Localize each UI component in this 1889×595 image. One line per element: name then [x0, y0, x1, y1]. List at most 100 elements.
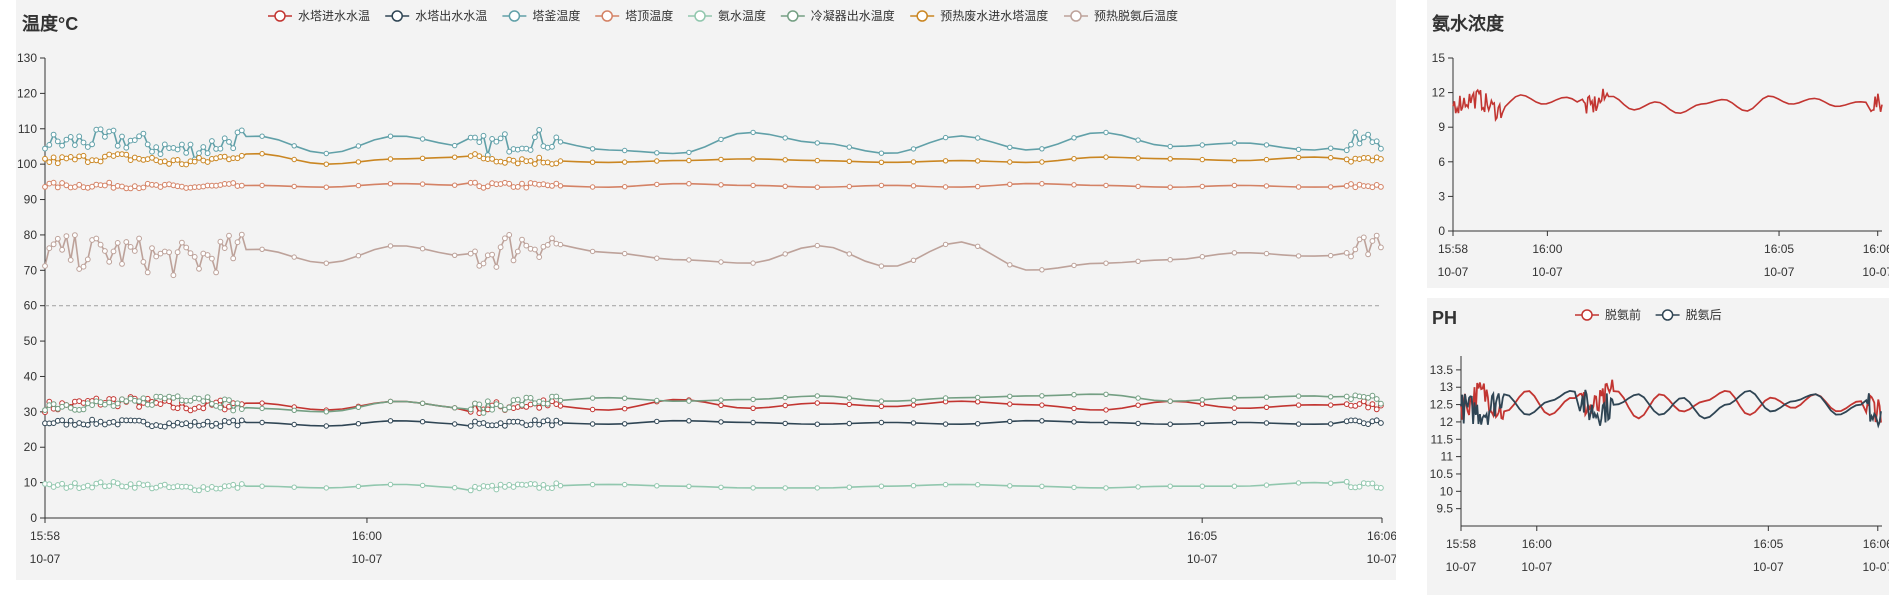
temp-data-point [557, 403, 564, 409]
temp-data-point [291, 407, 297, 413]
nh3-x-tick-label: 16:00 [1532, 242, 1562, 256]
temp-series-line [44, 152, 1382, 166]
temp-data-point [119, 133, 125, 140]
nh3-series-line [1452, 88, 1883, 123]
temp-data-point [166, 161, 173, 167]
temp-legend-label: 氨水温度 [718, 8, 766, 23]
temp-data-point [553, 480, 560, 487]
temp-data-point [510, 257, 517, 264]
temp-data-point [291, 484, 297, 490]
temp-data-point [323, 409, 329, 415]
temp-data-point [93, 235, 100, 242]
temp-data-point [1328, 252, 1334, 259]
temp-data-point [355, 159, 362, 165]
temp-data-point [209, 255, 215, 262]
temp-x-tick-date: 10-07 [352, 552, 383, 566]
temp-data-point [1295, 393, 1302, 399]
temp-data-point [191, 254, 198, 260]
temp-data-point [72, 142, 78, 149]
temp-data-point [589, 184, 596, 190]
temp-data-point [72, 232, 78, 239]
temp-data-point [259, 182, 265, 189]
temp-data-point [536, 404, 543, 411]
temp-data-point [1039, 159, 1045, 165]
temp-data-point [484, 183, 491, 190]
temp-data-point [1295, 480, 1302, 486]
temp-data-point [622, 406, 628, 412]
temp-data-point [1356, 401, 1363, 407]
temp-data-point [782, 394, 788, 401]
temp-data-point [484, 398, 491, 405]
temp-data-point [476, 401, 483, 408]
temp-data-point [472, 134, 478, 141]
temp-data-point [910, 146, 917, 152]
temp-data-point [480, 132, 487, 139]
temp-data-point [532, 481, 538, 488]
temp-data-point [1199, 142, 1206, 148]
temp-data-point [161, 141, 168, 148]
temp-data-point [489, 136, 496, 142]
temp-data-point [878, 419, 885, 426]
temp-data-point [1378, 420, 1384, 426]
ammonia-concentration-chart: 0 3 6 9 12 15 15:58 10-07 16:00 10-07 16:05 10-07 16… [1432, 51, 1889, 279]
nh3-y-tick-label: 3 [1438, 189, 1445, 203]
temp-y-tick-label: 30 [24, 405, 38, 419]
temp-data-point [846, 401, 852, 408]
temp-data-point [238, 406, 245, 413]
temp-data-point [1348, 253, 1354, 260]
temp-series-line [44, 232, 1382, 276]
temp-data-point [750, 485, 756, 491]
temp-data-point [204, 252, 211, 258]
temp-data-point [234, 239, 241, 246]
temp-data-point [140, 130, 147, 137]
temp-data-point [536, 126, 543, 133]
temp-data-point [750, 182, 756, 189]
temp-data-point [140, 184, 147, 191]
temp-data-point [536, 254, 543, 261]
temp-data-point [536, 485, 543, 491]
temp-data-point [196, 265, 202, 272]
temp-series-markers [42, 126, 1384, 163]
temp-data-point [187, 141, 194, 148]
temp-data-point [84, 144, 91, 150]
temp-data-point [230, 180, 237, 186]
temp-data-point [489, 251, 496, 258]
temp-data-point [519, 419, 525, 426]
temp-data-point [480, 410, 487, 416]
temp-data-point [387, 398, 394, 405]
temp-legend-label: 预热废水进水塔温度 [940, 8, 1048, 23]
temp-data-point [1378, 156, 1384, 162]
temp-data-point [942, 134, 949, 141]
temp-data-point [1295, 421, 1302, 427]
temp-series-line [44, 181, 1382, 190]
temp-data-point [1360, 134, 1367, 141]
temp-data-point [910, 483, 917, 489]
temp-data-point [1328, 402, 1334, 408]
temp-data-point [718, 484, 724, 490]
temp-data-point [1295, 146, 1302, 153]
temp-data-point [50, 241, 57, 248]
temp-data-point [1263, 404, 1270, 410]
temp-data-point [127, 481, 134, 488]
temp-data-point [76, 181, 83, 188]
temp-data-point [204, 486, 211, 493]
temp-data-point [497, 403, 504, 409]
temp-legend-label: 冷凝器出水温度 [811, 8, 895, 23]
temp-data-point [910, 420, 917, 426]
temp-data-point [1103, 419, 1109, 426]
temp-data-point [476, 139, 483, 146]
temp-data-point [1039, 267, 1045, 273]
temp-data-point [1135, 137, 1141, 143]
temp-data-point [544, 242, 551, 248]
temp-data-point [589, 421, 596, 427]
temp-data-point [814, 421, 820, 427]
temp-data-point [1360, 234, 1367, 241]
temp-data-point [1356, 140, 1363, 147]
temp-data-point [846, 251, 852, 257]
temp-data-point [123, 398, 130, 405]
temp-data-point [67, 154, 74, 160]
temp-data-point [67, 417, 74, 424]
temp-data-point [123, 151, 130, 158]
temp-data-point [686, 157, 692, 164]
temp-data-point [355, 143, 362, 149]
